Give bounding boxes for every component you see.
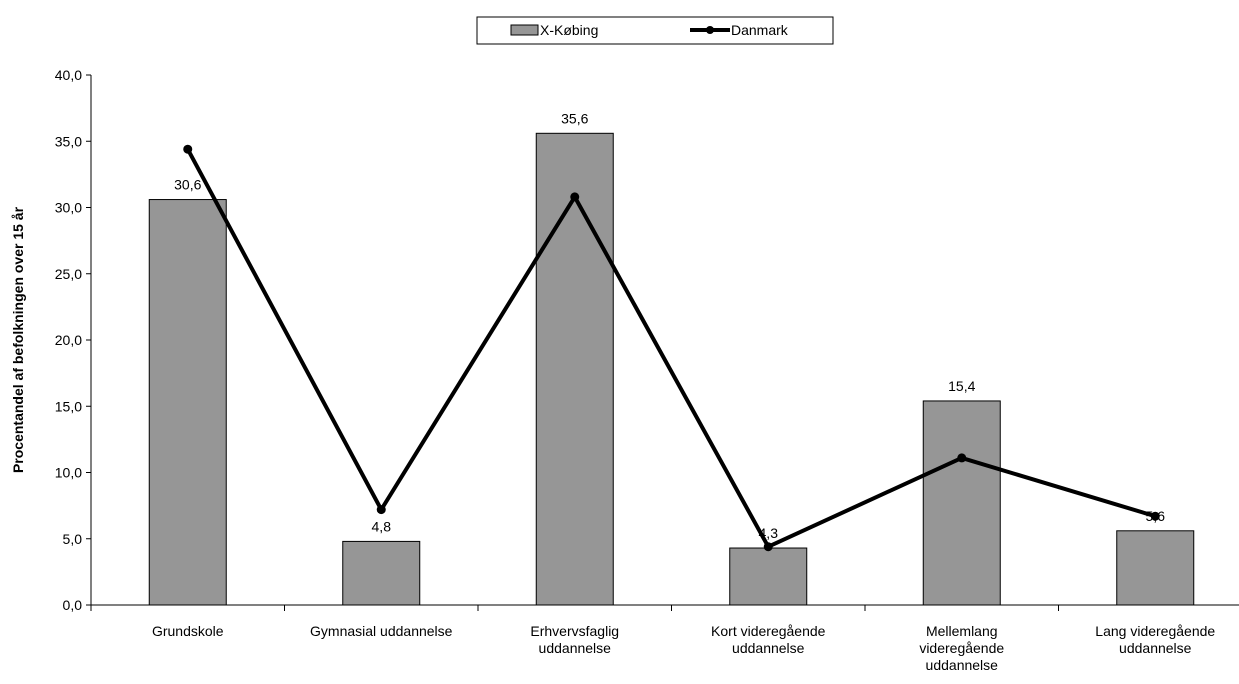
y-axis-title: Procentandel af befolkningen over 15 år [10,206,26,473]
bar-labels: 30,64,835,64,315,45,6 [174,110,1165,541]
y-tick-label: 20,0 [55,332,82,348]
category-label-line: Mellemlang [926,623,998,639]
series-point [183,144,193,154]
category-label: Erhvervsfaglig uddannelse [530,623,619,656]
y-tick-label: 15,0 [55,398,82,414]
y-tick-label: 30,0 [55,200,82,216]
bar [729,547,808,606]
bar-value-label: 15,4 [948,378,975,394]
y-tick-label: 35,0 [55,133,82,149]
category-label: Mellemlang videregående uddannelse [919,623,1004,673]
category-label-line: uddannelse [1119,640,1192,656]
bar-value-label: 35,6 [561,110,588,126]
legend: X-Købing Danmark [476,16,834,45]
category-label-line: Erhvervsfaglig [530,623,619,639]
line-series [183,144,1160,552]
y-tick-label: 40,0 [55,67,82,83]
bar [922,400,1001,606]
category-label: Kort videregående uddannelse [711,623,826,656]
y-tick-label: 0,0 [63,597,83,613]
y-tick-label: 5,0 [63,531,83,547]
category-label: Lang videregående uddannelse [1095,623,1215,656]
series-point [957,453,967,463]
legend-swatch-bar [510,24,539,36]
category-label-line: Kort videregående [711,623,826,639]
category-label: Gymnasial uddannelse [310,623,453,639]
category-label-line: Grundskole [152,623,224,639]
category-label-line: uddannelse [926,657,999,673]
bar [148,199,227,606]
series-line [185,148,1156,549]
legend-label-line: Danmark [731,22,789,38]
y-tick-label: 10,0 [55,465,82,481]
series-point [570,192,580,202]
series-point [1150,511,1160,521]
legend-swatch-marker [706,26,714,34]
category-labels: Grundskole Gymnasial uddannelse Erhvervsfa… [152,623,1215,673]
bar [1116,530,1195,606]
category-label-line: Lang videregående [1095,623,1215,639]
series-point [376,505,386,515]
y-ticks: 0,0 5,0 10,0 15,0 20,0 25,0 30,0 35,0 40,0 [55,67,91,613]
series-point [763,542,773,552]
bar [535,132,614,606]
bar [342,540,421,606]
category-label: Grundskole [152,623,224,639]
bar-value-label: 30,6 [174,177,201,193]
bars [148,132,1195,606]
category-label-line: uddannelse [539,640,612,656]
bar-value-label: 4,8 [372,518,392,534]
category-label-line: videregående [919,640,1004,656]
legend-label-bar: X-Købing [540,22,598,38]
category-label-line: uddannelse [732,640,805,656]
category-label-line: Gymnasial uddannelse [310,623,453,639]
x-ticks [90,605,1059,611]
y-tick-label: 25,0 [55,266,82,282]
